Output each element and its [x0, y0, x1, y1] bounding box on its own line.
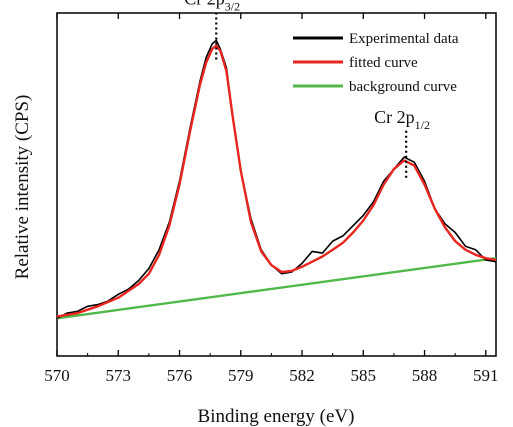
x-tick-label-570: 570	[44, 366, 70, 385]
x-tick-label-576: 576	[167, 366, 193, 385]
peak-label-2: Cr 2p1/2	[374, 107, 430, 132]
x-tick-label-579: 579	[228, 366, 254, 385]
series-line-fitted-curve	[56, 44, 497, 318]
x-tick-label-573: 573	[106, 366, 132, 385]
legend-label-1: Experimental data	[349, 31, 459, 47]
annotation-layer: Cr 2p3/2 Cr 2p1/2	[184, 0, 430, 181]
legend-label-3: background curve	[349, 79, 457, 95]
legend-label-2: fitted curve	[349, 55, 418, 71]
series-layer	[56, 39, 497, 320]
axis-layer: 570 573 576 579 582 585 588 591	[44, 13, 499, 385]
y-axis-title: Relative intensity (CPS)	[12, 95, 33, 280]
x-tick-label-588: 588	[412, 366, 438, 385]
x-tick-label-591: 591	[473, 366, 499, 385]
x-axis-title: Binding energy (eV)	[198, 406, 355, 427]
plot-frame	[56, 12, 497, 357]
legend: Experimental data fitted curve background …	[293, 31, 459, 95]
series-line-background-curve	[56, 257, 497, 320]
plot-border	[56, 12, 497, 357]
x-tick-label-585: 585	[351, 366, 377, 385]
x-tick-label-582: 582	[289, 366, 315, 385]
peak-label-1: Cr 2p3/2	[184, 0, 240, 13]
